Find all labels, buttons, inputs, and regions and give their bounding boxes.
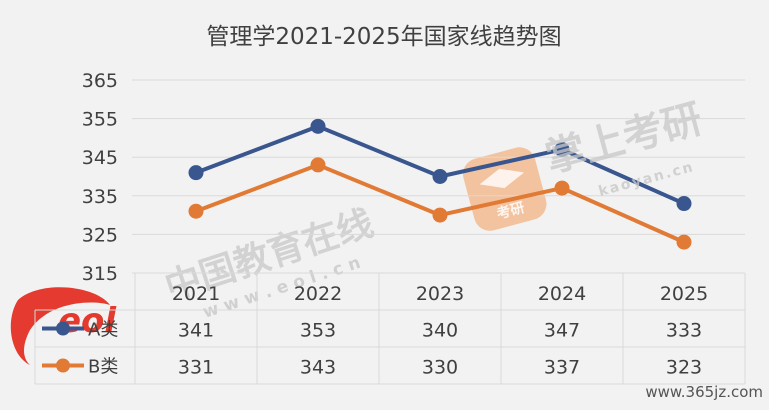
- eol-logo-text: eol: [58, 301, 117, 341]
- y-tick-label: 335: [82, 186, 118, 208]
- data-point: [432, 169, 448, 184]
- y-tick-label: 325: [82, 224, 118, 246]
- data-point: [310, 157, 326, 173]
- data-point: [676, 196, 692, 212]
- corner-url-watermark: www.365jz.com: [645, 383, 763, 401]
- table-value: 337: [544, 357, 580, 379]
- data-point: [188, 165, 204, 181]
- chart-title: 管理学2021-2025年国家线趋势图: [206, 24, 561, 50]
- legend-label: B类: [88, 357, 118, 378]
- y-tick-label: 365: [82, 70, 118, 92]
- eol-logo-swoosh: [10, 287, 111, 365]
- y-tick-label: 345: [82, 147, 118, 169]
- data-point: [432, 207, 448, 223]
- x-category-label: 2021: [172, 283, 220, 305]
- y-tick-label: 355: [82, 109, 118, 131]
- x-category-label: 2023: [416, 283, 464, 305]
- y-axis-tick-labels: 365 355 345 335 325 315: [82, 70, 118, 285]
- x-category-label: 2025: [660, 283, 708, 305]
- table-value: 347: [544, 320, 580, 342]
- legend-key-marker: [56, 358, 70, 373]
- data-point: [188, 203, 204, 219]
- data-point: [676, 234, 692, 250]
- eol-logo-icon: eol: [10, 287, 117, 365]
- y-tick-label: 315: [82, 263, 118, 285]
- table-value: 323: [666, 357, 702, 379]
- series-layer: [188, 118, 692, 250]
- gridlines: [132, 79, 745, 274]
- data-point: [310, 118, 326, 134]
- table-value: 341: [178, 320, 214, 342]
- table-value: 333: [666, 320, 702, 342]
- data-point: [554, 141, 570, 157]
- legend-label: A类: [88, 320, 118, 341]
- data-table: 2021 2022 2023 2024 2025 A类 341 353 340 347 333 B类 3…: [34, 273, 746, 385]
- x-category-label: 2024: [538, 283, 586, 305]
- kaoyan-badge-text: 考研: [495, 199, 526, 223]
- table-value: 331: [178, 357, 214, 379]
- table-value: 343: [300, 357, 336, 379]
- data-point: [554, 180, 570, 196]
- legend-key-marker: [56, 321, 70, 336]
- table-value: 330: [422, 357, 458, 379]
- table-value: 340: [422, 320, 458, 342]
- table-value: 353: [300, 320, 336, 342]
- x-category-label: 2022: [294, 283, 342, 305]
- kaoyan-badge-cap: [479, 168, 525, 189]
